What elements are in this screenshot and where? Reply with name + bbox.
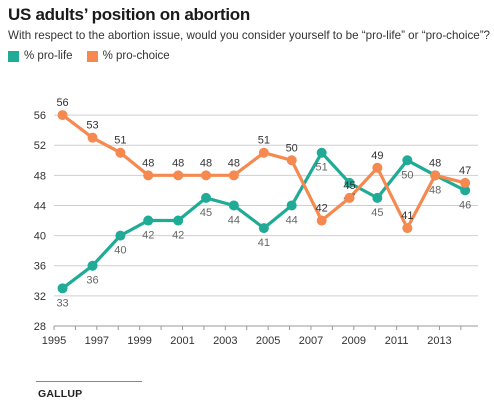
source-label: GALLUP [38,388,83,400]
data-point-pro-choice [143,170,154,181]
y-tick-label: 56 [34,110,46,122]
data-point-pro-choice [372,162,383,173]
data-point-pro-choice [201,170,212,181]
x-tick-label: 2007 [299,335,323,347]
y-tick-label: 32 [34,291,46,303]
data-point-pro-life [201,192,212,203]
data-label-pro-life: 44 [286,214,298,226]
data-label-pro-choice: 48 [228,157,240,169]
x-tick-label: 2003 [213,335,237,347]
x-tick-label: 2009 [342,335,366,347]
data-label-pro-choice: 51 [114,135,126,147]
data-label-pro-choice: 48 [172,157,184,169]
data-label-pro-life: 45 [371,207,383,219]
data-label-pro-choice: 42 [316,203,328,215]
x-tick-label: 2011 [385,335,409,347]
x-tick-label: 1999 [127,335,151,347]
data-label-pro-life: 46 [459,199,471,211]
data-label-pro-life: 51 [316,162,328,174]
y-tick-label: 48 [34,170,46,182]
y-tick-label: 36 [34,261,46,273]
data-label-pro-choice: 56 [56,97,68,109]
data-point-pro-choice [316,215,327,226]
data-label-pro-choice: 51 [258,135,270,147]
data-point-pro-choice [115,147,126,158]
data-point-pro-life [372,192,383,203]
data-point-pro-choice [402,223,413,234]
data-point-pro-life [402,155,413,166]
data-label-pro-life: 50 [401,169,413,181]
data-point-pro-choice [344,192,355,203]
x-tick-label: 1995 [42,335,66,347]
data-label-pro-life: 42 [142,230,154,242]
data-point-pro-life [57,283,68,294]
y-tick-label: 40 [34,231,46,243]
x-tick-label: 2013 [427,335,451,347]
legend-swatch-pro-choice [86,50,98,62]
data-point-pro-choice [173,170,184,181]
legend-swatch-pro-life [8,50,19,62]
data-label-pro-choice: 50 [286,142,298,154]
data-point-pro-choice [258,147,269,158]
data-label-pro-life: 36 [86,275,98,287]
data-label-pro-choice: 48 [429,157,441,169]
data-point-pro-choice [87,132,98,143]
data-label-pro-choice: 45 [343,180,355,192]
data-point-pro-life [258,223,269,234]
data-point-pro-life [87,260,98,271]
data-point-pro-life [460,185,471,196]
x-tick-label: 2001 [170,335,194,347]
x-tick-label: 1997 [85,335,109,347]
data-label-pro-life: 42 [172,230,184,242]
legend-label-pro-life: % pro-life [24,50,73,62]
legend-item-pro-choice: % pro-choice [86,50,170,62]
data-label-pro-life: 40 [114,245,126,257]
legend-item-pro-life: % pro-life [8,50,73,62]
data-label-pro-life: 48 [429,184,441,196]
data-point-pro-choice [430,170,441,181]
y-tick-label: 44 [34,200,46,212]
data-label-pro-choice: 49 [371,150,383,162]
chart-subtitle: With respect to the abortion issue, woul… [8,29,491,42]
x-tick-label: 2005 [256,335,280,347]
data-point-pro-life [344,177,355,188]
data-point-pro-choice [460,177,471,188]
data-point-pro-choice [57,110,68,121]
data-point-pro-choice [286,155,297,166]
data-label-pro-life: 45 [200,207,212,219]
legend: % pro-life % pro-choice [8,50,184,62]
data-label-pro-life: 44 [228,214,240,226]
data-label-pro-choice: 53 [86,120,98,132]
data-label-pro-choice: 41 [401,210,413,222]
data-label-pro-choice: 48 [142,157,154,169]
chart-title: US adults’ position on abortion [8,5,250,24]
data-point-pro-life [316,147,327,158]
data-label-pro-choice: 48 [200,157,212,169]
data-label-pro-choice: 47 [459,165,471,177]
data-point-pro-life [173,215,184,226]
source-divider [36,381,142,382]
data-point-pro-choice [228,170,239,181]
data-point-pro-life [115,230,126,241]
data-label-pro-life: 41 [258,237,270,249]
data-point-pro-life [228,200,239,211]
legend-label-pro-choice: % pro-choice [102,50,170,62]
data-point-pro-life [143,215,154,226]
y-tick-label: 28 [34,321,46,333]
data-point-pro-life [286,200,297,211]
y-tick-label: 52 [34,140,46,152]
data-label-pro-life: 33 [56,297,68,309]
